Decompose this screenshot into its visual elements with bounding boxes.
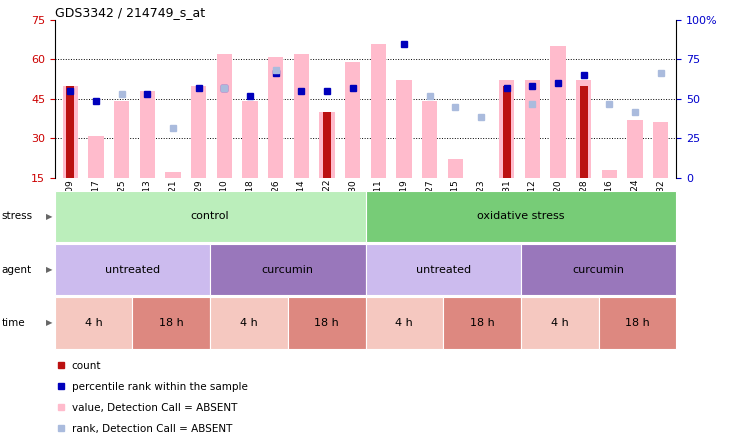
Text: stress: stress xyxy=(1,211,33,222)
Text: 18 h: 18 h xyxy=(314,318,339,328)
Bar xyxy=(371,44,386,178)
Bar xyxy=(580,86,588,178)
Bar xyxy=(294,54,309,178)
Text: count: count xyxy=(72,361,101,371)
Text: time: time xyxy=(1,318,25,328)
Bar xyxy=(525,80,540,178)
Bar xyxy=(114,101,129,178)
Text: oxidative stress: oxidative stress xyxy=(477,211,564,222)
Bar xyxy=(88,135,104,178)
Bar xyxy=(550,46,566,178)
Bar xyxy=(268,57,284,178)
Bar xyxy=(396,80,412,178)
Bar xyxy=(447,159,463,178)
Text: 18 h: 18 h xyxy=(469,318,494,328)
Text: untreated: untreated xyxy=(105,265,160,275)
Bar xyxy=(503,86,510,178)
Bar xyxy=(323,112,331,178)
Bar xyxy=(653,123,668,178)
Bar xyxy=(499,80,515,178)
Text: curcumin: curcumin xyxy=(262,265,314,275)
Text: 4 h: 4 h xyxy=(395,318,413,328)
Text: rank, Detection Call = ABSENT: rank, Detection Call = ABSENT xyxy=(72,424,232,434)
Bar xyxy=(422,101,437,178)
Text: agent: agent xyxy=(1,265,31,275)
Bar xyxy=(165,172,181,178)
Text: ▶: ▶ xyxy=(47,318,53,328)
Bar xyxy=(627,120,643,178)
Text: control: control xyxy=(191,211,230,222)
Bar xyxy=(345,62,360,178)
Text: 4 h: 4 h xyxy=(240,318,258,328)
Bar xyxy=(216,54,232,178)
Text: ▶: ▶ xyxy=(47,265,53,274)
Bar xyxy=(191,86,206,178)
Bar xyxy=(242,101,257,178)
Text: ▶: ▶ xyxy=(47,212,53,221)
Bar xyxy=(140,91,155,178)
Bar xyxy=(576,80,591,178)
Bar xyxy=(602,170,617,178)
Text: 18 h: 18 h xyxy=(159,318,183,328)
Text: percentile rank within the sample: percentile rank within the sample xyxy=(72,382,248,392)
Bar xyxy=(67,86,74,178)
Text: 4 h: 4 h xyxy=(85,318,102,328)
Text: GDS3342 / 214749_s_at: GDS3342 / 214749_s_at xyxy=(55,6,205,19)
Text: untreated: untreated xyxy=(416,265,471,275)
Bar xyxy=(63,86,78,178)
Text: 4 h: 4 h xyxy=(550,318,569,328)
Bar xyxy=(319,112,335,178)
Text: 18 h: 18 h xyxy=(625,318,650,328)
Text: curcumin: curcumin xyxy=(572,265,624,275)
Text: value, Detection Call = ABSENT: value, Detection Call = ABSENT xyxy=(72,403,237,413)
